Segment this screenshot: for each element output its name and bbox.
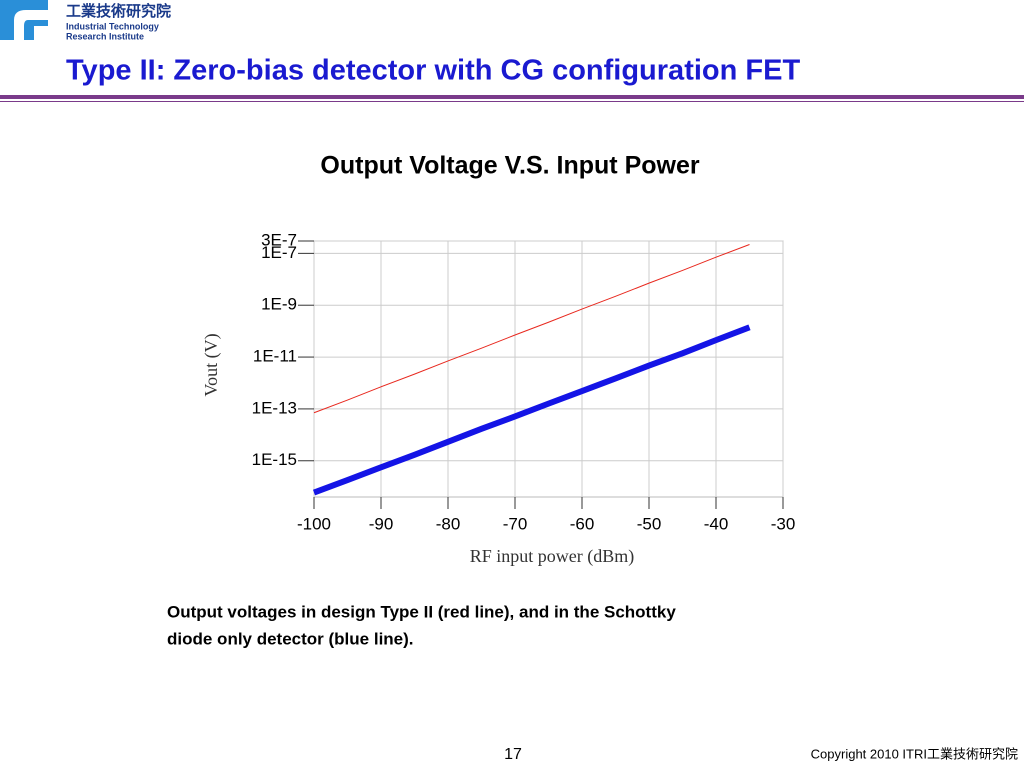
x-tick-label: -60 bbox=[570, 514, 595, 533]
org-en: Industrial Technology bbox=[66, 21, 159, 31]
copyright: Copyright 2010 ITRI工業技術研究院 bbox=[811, 746, 1018, 761]
caption-line: diode only detector (blue line). bbox=[167, 629, 414, 648]
y-tick-label: 1E-11 bbox=[253, 347, 297, 366]
x-axis-label: RF input power (dBm) bbox=[470, 546, 635, 567]
page-number: 17 bbox=[504, 746, 522, 763]
logo bbox=[0, 0, 48, 40]
y-tick-label: 3E-7 bbox=[261, 230, 297, 249]
caption-line: Output voltages in design Type II (red l… bbox=[167, 602, 676, 621]
series-line bbox=[313, 244, 750, 414]
plot: -100 -90 -80 -70 -60 -50 -40 -30 3E-71E-7 1E-9 1E-… bbox=[252, 230, 796, 533]
org-en: Research Institute bbox=[66, 31, 144, 41]
x-tick-label: -90 bbox=[369, 514, 394, 533]
y-tick-label: 1E-9 bbox=[261, 295, 297, 314]
x-tick-label: -70 bbox=[503, 514, 528, 533]
slide-title: Type II: Zero-bias detector with CG conf… bbox=[66, 55, 800, 87]
plot-frame bbox=[313, 240, 784, 498]
title-rule bbox=[0, 95, 1024, 99]
x-tick-label: -80 bbox=[436, 514, 461, 533]
chart-title: Output Voltage V.S. Input Power bbox=[320, 152, 699, 180]
x-tick-label: -30 bbox=[771, 514, 796, 533]
x-tick-label: -100 bbox=[297, 514, 331, 533]
y-axis-label: Vout (V) bbox=[201, 333, 222, 396]
org-name: 工業技術研究院 bbox=[66, 2, 171, 20]
x-tick-label: -50 bbox=[637, 514, 662, 533]
y-tick-label: 1E-13 bbox=[252, 398, 297, 417]
y-tick-label: 1E-7 bbox=[261, 243, 297, 262]
x-tick-label: -40 bbox=[704, 514, 729, 533]
y-tick-label: 1E-15 bbox=[252, 450, 297, 469]
series-line bbox=[312, 324, 751, 496]
title-rule bbox=[0, 101, 1024, 102]
